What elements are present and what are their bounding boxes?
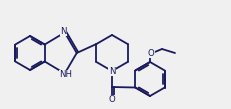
Text: NH: NH <box>59 70 72 79</box>
Text: O: O <box>108 95 115 105</box>
Text: N: N <box>108 67 115 76</box>
Text: O: O <box>147 49 154 58</box>
Text: N: N <box>60 27 67 36</box>
